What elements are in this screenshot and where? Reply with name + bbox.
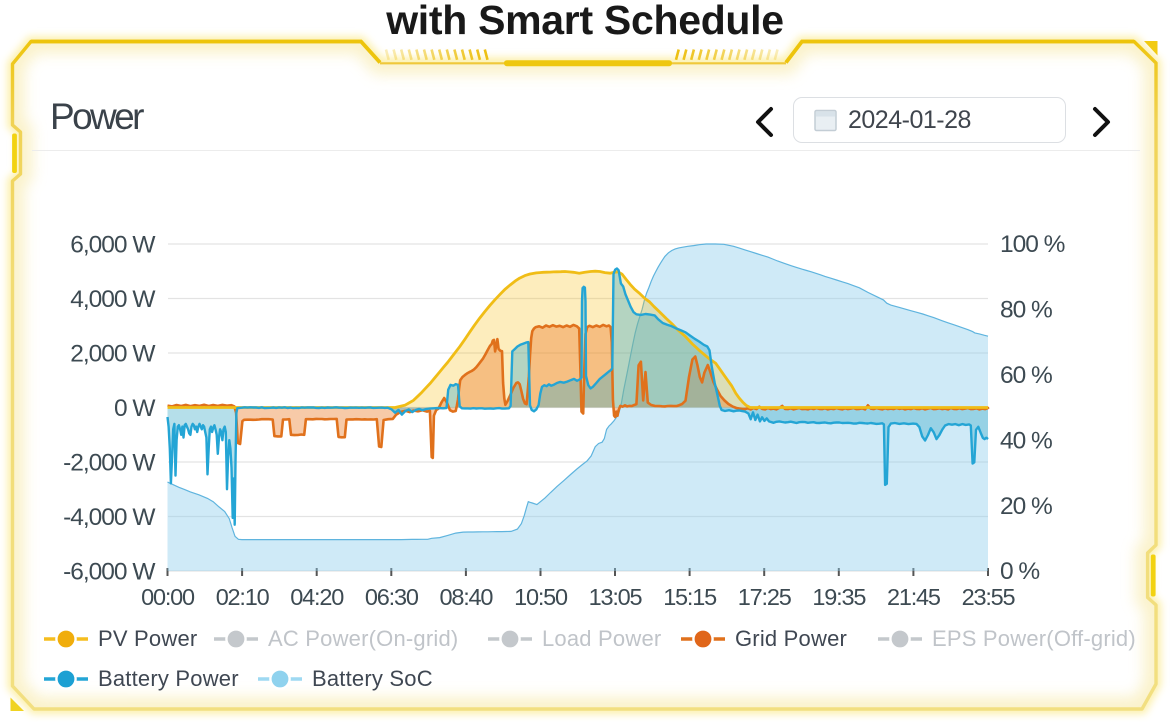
svg-text:0 W: 0 W: [114, 395, 156, 422]
svg-text:00:00: 00:00: [141, 584, 195, 610]
svg-text:100 %: 100 %: [1000, 231, 1065, 258]
svg-text:80 %: 80 %: [1000, 297, 1052, 324]
svg-text:06:30: 06:30: [365, 584, 419, 610]
svg-text:19:35: 19:35: [812, 584, 866, 610]
svg-text:15:15: 15:15: [663, 584, 717, 610]
svg-text:4,000 W: 4,000 W: [70, 286, 156, 313]
svg-text:-2,000 W: -2,000 W: [63, 450, 156, 477]
svg-text:60 %: 60 %: [1000, 362, 1052, 389]
svg-text:04:20: 04:20: [290, 584, 344, 610]
svg-text:17:25: 17:25: [738, 584, 792, 610]
svg-text:6,000 W: 6,000 W: [70, 232, 156, 259]
svg-text:21:45: 21:45: [887, 584, 941, 610]
svg-text:40 %: 40 %: [1000, 427, 1052, 454]
svg-text:13:05: 13:05: [589, 584, 643, 610]
svg-text:-4,000 W: -4,000 W: [63, 504, 156, 531]
svg-text:02:10: 02:10: [216, 584, 270, 610]
svg-text:08:40: 08:40: [439, 584, 493, 610]
svg-text:-6,000 W: -6,000 W: [63, 559, 156, 586]
svg-text:0 %: 0 %: [1000, 558, 1039, 585]
svg-text:20 %: 20 %: [1000, 493, 1052, 520]
svg-text:23:55: 23:55: [962, 584, 1016, 610]
svg-text:10:50: 10:50: [514, 584, 568, 610]
svg-text:2,000 W: 2,000 W: [70, 341, 156, 368]
